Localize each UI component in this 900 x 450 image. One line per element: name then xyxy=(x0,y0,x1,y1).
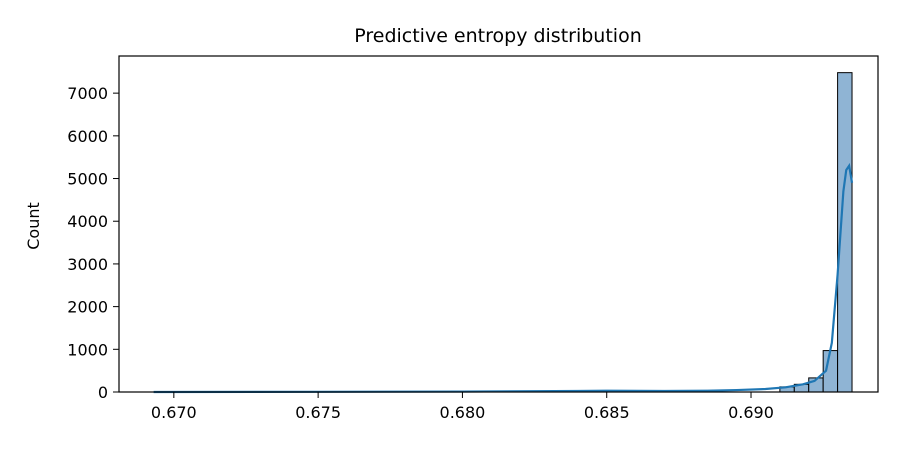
y-tick-label-5: 5000 xyxy=(67,170,108,189)
x-tick-label-0: 0.670 xyxy=(151,403,197,422)
histogram-bars xyxy=(779,72,853,393)
kde-curve xyxy=(153,162,854,394)
x-tick-label-1: 0.675 xyxy=(295,403,341,422)
y-axis-label: Count xyxy=(24,202,43,250)
y-tick-label-3: 3000 xyxy=(67,255,108,274)
y-axis: 0 1000 2000 3000 4000 5000 6000 7000 xyxy=(67,84,119,402)
x-tick-label-2: 0.680 xyxy=(440,403,486,422)
y-tick-label-1: 1000 xyxy=(67,340,108,359)
y-tick-label-7: 7000 xyxy=(67,84,108,103)
plot-area-frame xyxy=(118,55,879,393)
y-tick-label-0: 0 xyxy=(98,383,108,402)
x-tick-label-4: 0.690 xyxy=(728,403,774,422)
y-tick-label-2: 2000 xyxy=(67,298,108,317)
x-axis: 0.670 0.675 0.680 0.685 0.690 xyxy=(151,392,774,422)
chart-title: Predictive entropy distribution xyxy=(354,25,642,47)
x-tick-label-3: 0.685 xyxy=(584,403,630,422)
y-tick-label-4: 4000 xyxy=(67,212,108,231)
y-tick-label-6: 6000 xyxy=(67,127,108,146)
